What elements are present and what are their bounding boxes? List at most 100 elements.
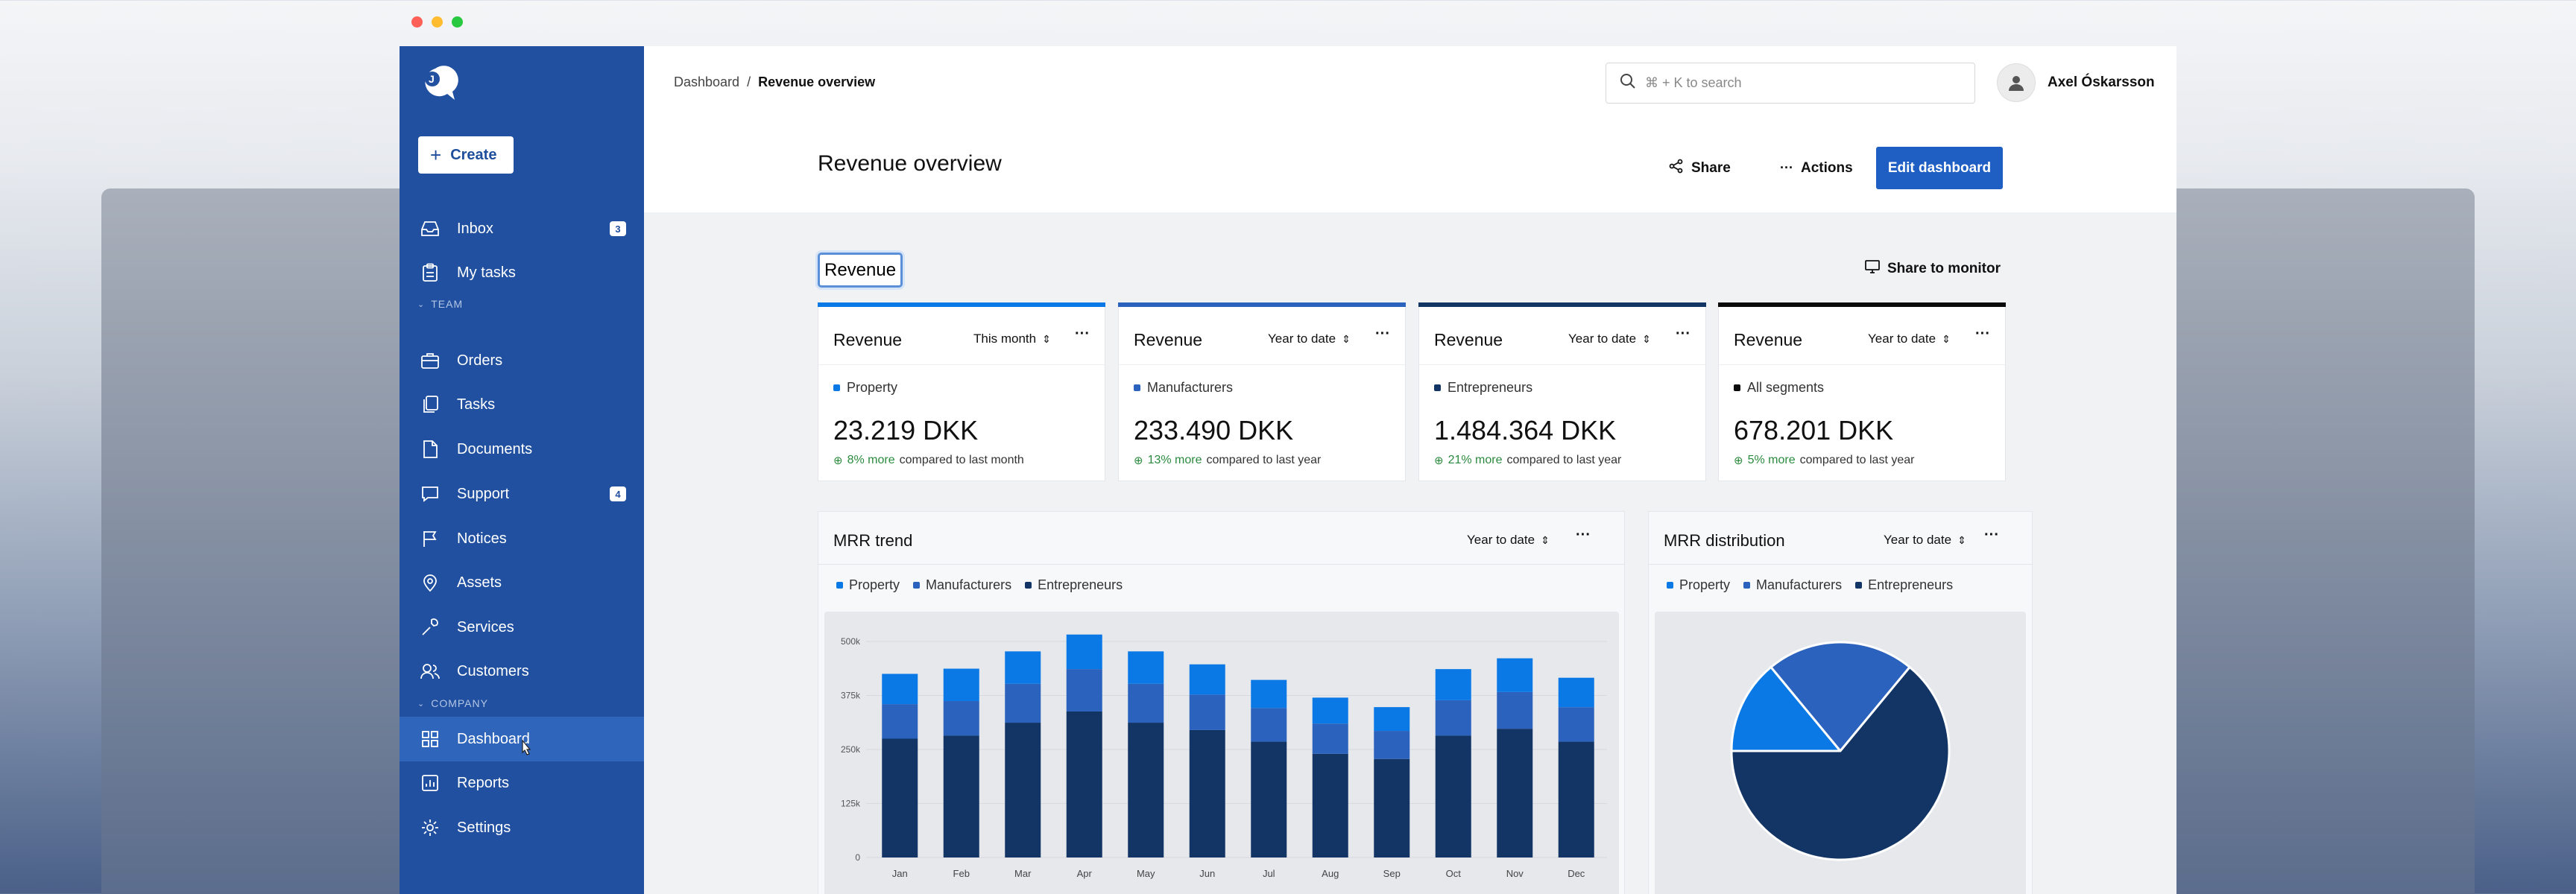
bar-manufacturers-jan xyxy=(882,704,918,739)
bar-entrepreneurs-jul xyxy=(1251,741,1287,857)
close-window-button[interactable] xyxy=(411,16,423,28)
sidebar-item-notices[interactable]: Notices xyxy=(400,517,644,560)
x-tick-label: Aug xyxy=(1322,868,1339,879)
company-section-header[interactable]: ⌄ COMPANY xyxy=(417,697,488,709)
sidebar-item-orders[interactable]: Orders xyxy=(400,339,644,382)
period-label: Year to date xyxy=(1467,533,1535,547)
legend-label: Entrepreneurs xyxy=(1868,577,1954,592)
sidebar-item-services[interactable]: Services xyxy=(400,606,644,649)
share-to-monitor-button[interactable]: Share to monitor xyxy=(1865,260,2001,278)
x-tick-label: May xyxy=(1137,868,1155,879)
period-select[interactable]: This month ⇕ xyxy=(973,332,1051,346)
legend-swatch xyxy=(833,384,840,391)
file-icon xyxy=(420,439,441,460)
kpi-value: 23.219 DKK xyxy=(833,415,979,446)
bar-property-feb xyxy=(943,668,979,702)
sidebar-item-inbox[interactable]: Inbox 3 xyxy=(400,207,644,250)
trend-up-icon: ⊕ xyxy=(833,454,843,467)
sidebar-item-dashboard[interactable]: Dashboard xyxy=(400,717,644,761)
legend-item-entrepreneurs: Entrepreneurs xyxy=(1855,577,1953,593)
bar-manufacturers-jun xyxy=(1189,694,1225,730)
compare-text: compared to last year xyxy=(1799,454,1915,466)
bar-entrepreneurs-oct xyxy=(1435,735,1471,857)
x-tick-label: Dec xyxy=(1568,868,1585,879)
bar-manufacturers-mar xyxy=(1005,683,1041,723)
copy-icon xyxy=(420,394,441,415)
svg-text:J: J xyxy=(429,73,435,85)
trend-up-icon: ⊕ xyxy=(1134,454,1143,467)
sidebar-item-label: Services xyxy=(457,618,514,635)
share-button[interactable]: Share xyxy=(1669,147,1731,189)
legend-swatch xyxy=(913,582,921,589)
card-accent-bar xyxy=(1718,302,2006,307)
legend-swatch xyxy=(1734,384,1740,391)
kpi-comparison: ⊕ 5% more compared to last year xyxy=(1734,454,1914,467)
sidebar-item-my-tasks[interactable]: My tasks xyxy=(400,251,644,294)
x-tick-label: Jun xyxy=(1199,868,1215,879)
actions-button[interactable]: ··· Actions xyxy=(1780,147,1853,189)
period-select[interactable]: Year to date ⇕ xyxy=(1868,332,1951,346)
sidebar-item-support[interactable]: Support 4 xyxy=(400,472,644,516)
bar-manufacturers-feb xyxy=(943,701,979,736)
kpi-card-entrepreneurs: Revenue Year to date ⇕ ··· Entrepreneurs … xyxy=(1418,302,1706,481)
x-tick-label: Nov xyxy=(1506,868,1524,879)
card-title: Revenue xyxy=(1134,330,1203,349)
bar-manufacturers-aug xyxy=(1312,723,1348,754)
panel-menu-button[interactable]: ··· xyxy=(1984,527,1999,543)
edit-dashboard-button[interactable]: Edit dashboard xyxy=(1876,147,2003,189)
briefcase-icon xyxy=(420,350,441,371)
legend-item-entrepreneurs: Entrepreneurs xyxy=(1025,577,1123,593)
bar-manufacturers-jul xyxy=(1251,708,1287,742)
sort-icon: ⇕ xyxy=(1541,533,1550,546)
sidebar-item-settings[interactable]: Settings xyxy=(400,806,644,849)
search-input[interactable]: ⌘ + K to search xyxy=(1606,63,1975,104)
minimize-window-button[interactable] xyxy=(432,16,443,28)
sidebar-item-documents[interactable]: Documents xyxy=(400,428,644,471)
segment-label: Property xyxy=(833,380,897,396)
panel-menu-button[interactable]: ··· xyxy=(1576,527,1591,543)
legend-swatch xyxy=(836,582,843,589)
create-button[interactable]: + Create xyxy=(418,136,514,174)
divider xyxy=(1419,364,1705,365)
team-section-header[interactable]: ⌄ TEAM xyxy=(417,298,463,310)
period-label: Year to date xyxy=(1568,332,1637,346)
card-menu-button[interactable]: ··· xyxy=(1375,326,1390,342)
users-icon xyxy=(420,661,441,682)
sidebar-item-customers[interactable]: Customers xyxy=(400,650,644,693)
divider xyxy=(818,364,1105,365)
card-menu-button[interactable]: ··· xyxy=(1075,326,1090,342)
chart-icon xyxy=(420,773,441,793)
bar-property-may xyxy=(1128,651,1164,684)
segment-text: Entrepreneurs xyxy=(1448,380,1533,395)
app-logo[interactable]: J xyxy=(419,64,459,104)
bar-property-jun xyxy=(1189,664,1225,695)
breadcrumb-separator: / xyxy=(747,74,751,89)
maximize-window-button[interactable] xyxy=(452,16,463,28)
user-menu[interactable]: Axel Óskarsson xyxy=(1997,63,2155,102)
legend-swatch xyxy=(1025,582,1032,589)
sidebar-item-reports[interactable]: Reports xyxy=(400,761,644,805)
sidebar-item-tasks[interactable]: Tasks xyxy=(400,383,644,426)
card-menu-button[interactable]: ··· xyxy=(1676,326,1690,342)
sidebar-item-label: My tasks xyxy=(457,264,516,281)
breadcrumb-root[interactable]: Dashboard xyxy=(674,74,740,89)
period-select[interactable]: Year to date ⇕ xyxy=(1884,533,1966,548)
change-value: 13% more xyxy=(1147,454,1202,466)
bar-property-oct xyxy=(1435,669,1471,700)
more-icon: ··· xyxy=(1780,160,1793,175)
sidebar-item-label: Orders xyxy=(457,352,503,369)
section-title-input[interactable] xyxy=(818,253,903,288)
kpi-comparison: ⊕ 13% more compared to last year xyxy=(1134,454,1321,467)
period-select[interactable]: Year to date ⇕ xyxy=(1568,332,1651,346)
segment-text: Property xyxy=(847,380,898,395)
card-menu-button[interactable]: ··· xyxy=(1975,326,1990,342)
card-title: Revenue xyxy=(833,330,903,349)
gear-icon xyxy=(420,817,441,838)
bar-property-jan xyxy=(882,673,918,705)
search-placeholder: ⌘ + K to search xyxy=(1645,75,1742,90)
bar-entrepreneurs-nov xyxy=(1497,729,1533,857)
period-select[interactable]: Year to date ⇕ xyxy=(1268,332,1351,346)
period-select[interactable]: Year to date ⇕ xyxy=(1467,533,1550,548)
sidebar-item-assets[interactable]: Assets xyxy=(400,561,644,604)
bar-manufacturers-nov xyxy=(1497,691,1533,729)
